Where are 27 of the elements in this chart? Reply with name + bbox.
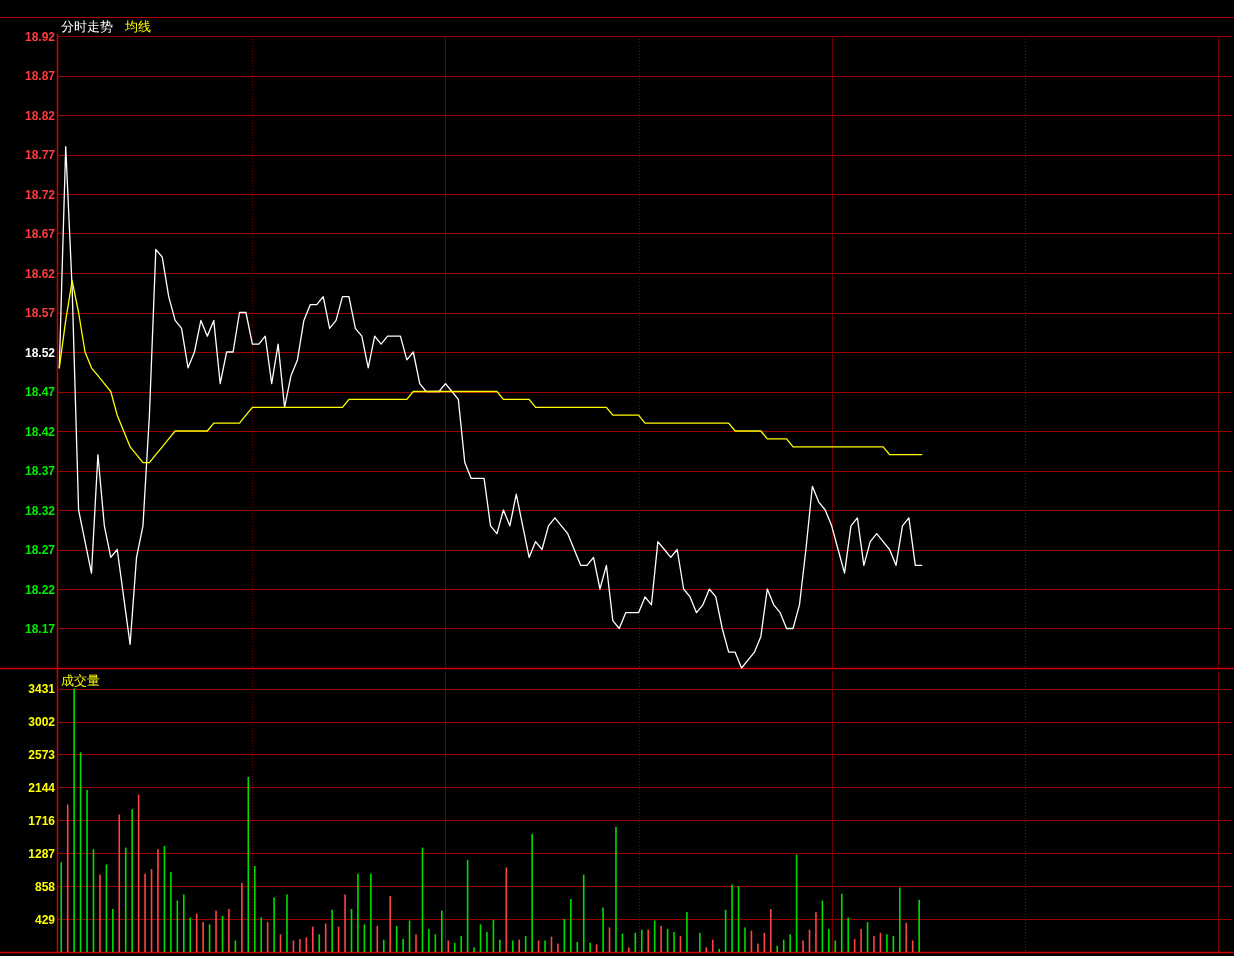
y-tick-label: 18.32 [24, 503, 56, 518]
text: 分时走势 [61, 20, 113, 34]
y-tick-label: 18.72 [24, 187, 56, 202]
y-tick-label: 3002 [28, 715, 56, 730]
y-tick-label: 18.47 [24, 385, 56, 399]
y-tick-label: 18.27 [24, 543, 56, 557]
y-tick-label: 2573 [28, 747, 56, 762]
y-tick-label: 429 [34, 912, 56, 927]
y-tick-label: 3431 [28, 682, 56, 697]
chart-title: 成交量 [61, 673, 100, 688]
y-tick-label: 18.52 [24, 345, 56, 360]
y-tick-label: 18.17 [24, 622, 56, 636]
y-tick-label: 18.42 [24, 424, 56, 439]
y-tick-label: 1716 [28, 813, 56, 828]
y-tick-label: 18.37 [24, 464, 56, 478]
y-tick-label: 18.92 [24, 29, 56, 44]
y-tick-label: 18.82 [24, 108, 56, 123]
y-tick-label: 18.22 [24, 582, 56, 597]
y-tick-label: 858 [34, 879, 56, 894]
text: 均线 [124, 20, 151, 34]
y-tick-label: 1287 [28, 846, 56, 861]
y-tick-label: 18.67 [24, 227, 56, 241]
y-tick-label: 18.57 [24, 306, 56, 320]
y-tick-label: 2144 [28, 780, 56, 795]
y-tick-label: 18.87 [24, 69, 56, 83]
y-tick-label: 18.77 [24, 148, 56, 162]
y-tick-label: 18.62 [24, 266, 56, 281]
